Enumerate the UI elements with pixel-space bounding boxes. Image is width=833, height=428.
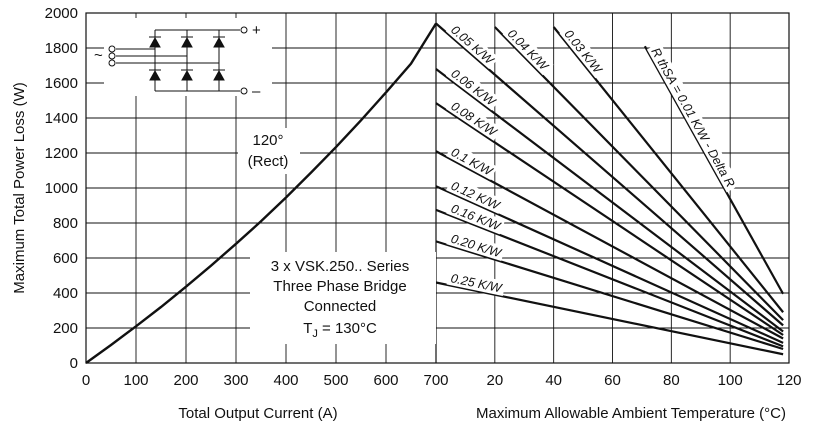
- rthsa-line: [435, 102, 784, 336]
- rthsa-label-backdrop: [446, 176, 505, 214]
- ac-symbol: ~: [94, 47, 103, 64]
- tj-value: = 130°C: [318, 320, 377, 337]
- negative-terminal: [240, 87, 248, 95]
- diode-1-upper: [149, 36, 161, 48]
- rthsa-line: [435, 208, 784, 348]
- diode-2-lower: [181, 69, 193, 81]
- right-x-tick-label: 80: [663, 372, 680, 389]
- plot-frame: [85, 12, 790, 364]
- right-x-tick-label: 100: [718, 372, 743, 389]
- series-label-layer: R thSA = 0.01 K/W - Delta R 0.03 K/W0.04 …: [445, 20, 740, 296]
- device-note-backdrop: [250, 252, 436, 344]
- diode-1-lower: [149, 69, 161, 81]
- left-x-axis-title: Total Output Current (A): [178, 405, 337, 422]
- negative-sign: –: [252, 83, 261, 100]
- topology-label: Three Phase Bridge: [273, 278, 406, 295]
- ac-terminal-3: [108, 59, 116, 67]
- y-tick-label: 1200: [45, 145, 78, 162]
- rthsa-label-backdrop: [502, 23, 554, 76]
- y-tick-label: 1800: [45, 40, 78, 57]
- tick-layer: 0 200 400 600 800 1000 1200 1400 1600 1800 2000 0 10…: [45, 5, 802, 389]
- rthsa-line: [435, 68, 784, 333]
- y-axis-title: Maximum Total Power Loss (W): [11, 82, 28, 293]
- series-layer: [85, 22, 785, 364]
- right-x-tick-label: 20: [486, 372, 503, 389]
- ac-terminal-1: [108, 45, 116, 53]
- rthsa-line: [435, 150, 784, 340]
- power-loss-curve: [85, 22, 438, 364]
- rthsa-line-label: 0.03 K/W: [561, 27, 605, 77]
- left-x-tick-label: 700: [423, 372, 448, 389]
- diode-2-upper: [181, 36, 193, 48]
- rthsa-label-backdrop: [445, 63, 501, 111]
- left-x-tick-label: 300: [223, 372, 248, 389]
- y-tick-label: 600: [53, 250, 78, 267]
- junction-temp-label: TJ = 130°C: [303, 320, 377, 340]
- left-x-tick-label: 200: [173, 372, 198, 389]
- device-series-label: 3 x VSK.250.. Series: [271, 258, 409, 275]
- rect-label: (Rect): [248, 153, 289, 170]
- positive-terminal: [240, 26, 248, 34]
- rthsa-line-label: 0.20 K/W: [449, 232, 503, 261]
- left-x-tick-label: 500: [323, 372, 348, 389]
- diode-3-upper: [213, 36, 225, 48]
- rthsa-label-backdrop: [446, 229, 506, 262]
- connection-label: Connected: [304, 298, 377, 315]
- rthsa-label-backdrop: [446, 269, 506, 296]
- rthsa-line: [494, 26, 784, 321]
- left-x-tick-label: 600: [373, 372, 398, 389]
- right-x-tick-label: 120: [776, 372, 801, 389]
- tj-t: T: [303, 320, 312, 337]
- rthsa-line: [643, 45, 785, 295]
- left-x-tick-label: 100: [123, 372, 148, 389]
- rthsa-label-backdrop: [445, 96, 503, 141]
- rthsa-label-backdrop: [446, 142, 498, 180]
- positive-sign: +: [252, 22, 261, 39]
- y-tick-label: 0: [70, 355, 78, 372]
- rthsa-label-backdrop: [559, 24, 608, 79]
- y-tick-label: 1000: [45, 180, 78, 197]
- tj-subscript: J: [312, 328, 318, 340]
- ac-terminal-2: [108, 52, 116, 60]
- rthsa-line: [435, 185, 784, 344]
- y-tick-label: 2000: [45, 5, 78, 22]
- rthsa-line: [552, 26, 784, 313]
- right-x-tick-label: 60: [604, 372, 621, 389]
- y-tick-label: 400: [53, 285, 78, 302]
- right-x-tick-label: 40: [545, 372, 562, 389]
- rthsa-label-backdrop: [646, 42, 740, 193]
- rthsa-label-backdrop: [445, 20, 500, 70]
- bridge-circuit-schematic: [104, 18, 272, 96]
- rthsa-line: [435, 281, 784, 356]
- rthsa-line-label: R thSA = 0.01 K/W - Delta R: [648, 45, 737, 189]
- y-tick-label: 200: [53, 320, 78, 337]
- rthsa-line: [435, 240, 784, 351]
- right-x-axis-title: Maximum Allowable Ambient Temperature (°…: [476, 405, 786, 422]
- rthsa-label-backdrop: [446, 199, 506, 235]
- rthsa-line-label: 0.05 K/W: [448, 23, 497, 68]
- y-tick-label: 1400: [45, 110, 78, 127]
- y-tick-label: 800: [53, 215, 78, 232]
- rect-label-backdrop: [238, 128, 300, 174]
- left-x-tick-label: 400: [273, 372, 298, 389]
- left-x-tick-label: 0: [82, 372, 90, 389]
- rthsa-line-label: 0.04 K/W: [505, 27, 552, 74]
- rthsa-line: [435, 22, 784, 327]
- conduction-angle-label: 120°: [252, 132, 283, 149]
- diode-3-lower: [213, 69, 225, 81]
- y-tick-label: 1600: [45, 75, 78, 92]
